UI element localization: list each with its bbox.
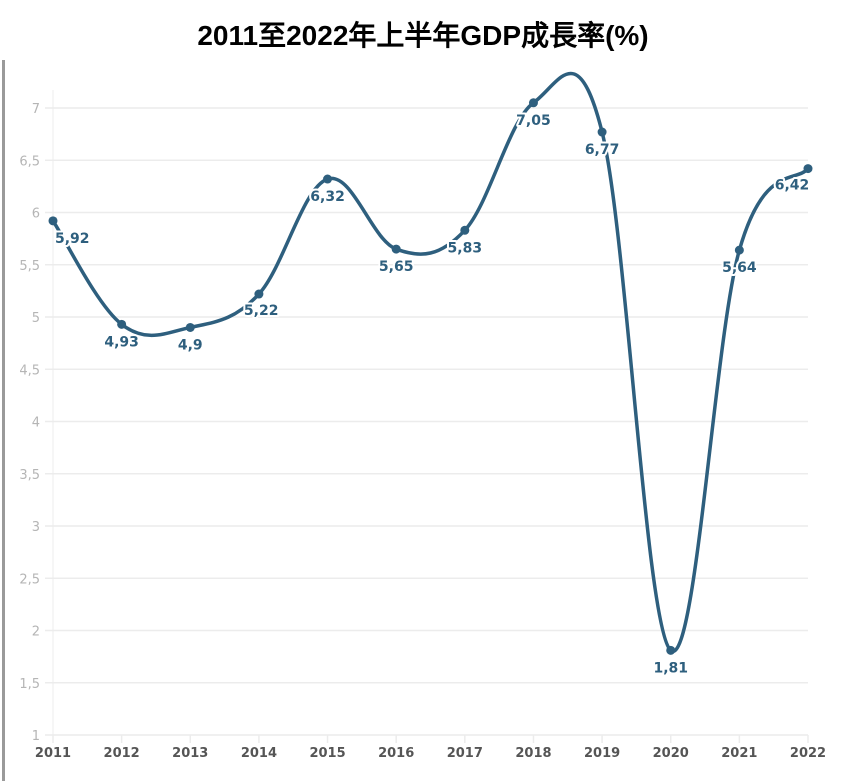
y-tick-label: 4 <box>32 416 40 431</box>
data-point <box>323 174 333 184</box>
left-border <box>2 60 5 781</box>
data-point <box>734 245 744 255</box>
x-tick-label: 2018 <box>515 746 551 761</box>
x-tick-label: 2022 <box>790 746 826 761</box>
data-label: 4,9 <box>178 337 203 353</box>
y-tick-label: 2,5 <box>19 572 40 587</box>
y-tick-label: 5 <box>32 311 40 326</box>
data-label: 7,05 <box>516 113 551 129</box>
data-label: 6,77 <box>585 142 620 158</box>
data-point <box>391 244 401 254</box>
data-point <box>528 98 538 108</box>
data-point <box>666 645 676 655</box>
x-tick-label: 2011 <box>35 746 71 761</box>
y-tick-label: 4,5 <box>19 363 40 378</box>
data-label: 4,93 <box>104 334 139 350</box>
y-tick-label: 3,5 <box>19 468 40 483</box>
data-label: 5,83 <box>448 240 483 256</box>
data-point <box>803 164 813 174</box>
y-tick-label: 6,5 <box>19 154 40 169</box>
data-label: 1,81 <box>653 660 688 676</box>
x-tick-label: 2016 <box>378 746 414 761</box>
chart-title: 2011至2022年上半年GDP成長率(%) <box>197 20 649 51</box>
data-label: 5,22 <box>244 303 279 319</box>
x-tick-label: 2017 <box>447 746 483 761</box>
data-point <box>48 216 58 226</box>
data-point <box>597 127 607 137</box>
data-label: 5,65 <box>379 259 414 275</box>
y-tick-label: 7 <box>32 102 40 117</box>
y-tick-label: 2 <box>32 625 40 640</box>
x-tick-label: 2012 <box>104 746 140 761</box>
data-point <box>460 225 470 235</box>
y-tick-label: 3 <box>32 520 40 535</box>
y-tick-label: 1 <box>32 729 40 744</box>
data-label: 6,32 <box>310 189 345 205</box>
data-label: 6,42 <box>775 178 810 194</box>
y-tick-label: 6 <box>32 207 40 222</box>
data-point <box>254 289 264 299</box>
x-tick-label: 2014 <box>241 746 277 761</box>
data-label: 5,64 <box>722 260 757 276</box>
x-tick-label: 2021 <box>721 746 757 761</box>
x-tick-label: 2020 <box>653 746 689 761</box>
x-tick-label: 2019 <box>584 746 620 761</box>
x-tick-label: 2013 <box>172 746 208 761</box>
y-tick-label: 1,5 <box>19 677 40 692</box>
series-line <box>51 71 810 653</box>
y-tick-label: 5,5 <box>19 259 40 274</box>
data-point <box>185 322 195 332</box>
data-point <box>117 319 127 329</box>
x-tick-label: 2015 <box>309 746 345 761</box>
data-label: 5,92 <box>55 231 90 247</box>
